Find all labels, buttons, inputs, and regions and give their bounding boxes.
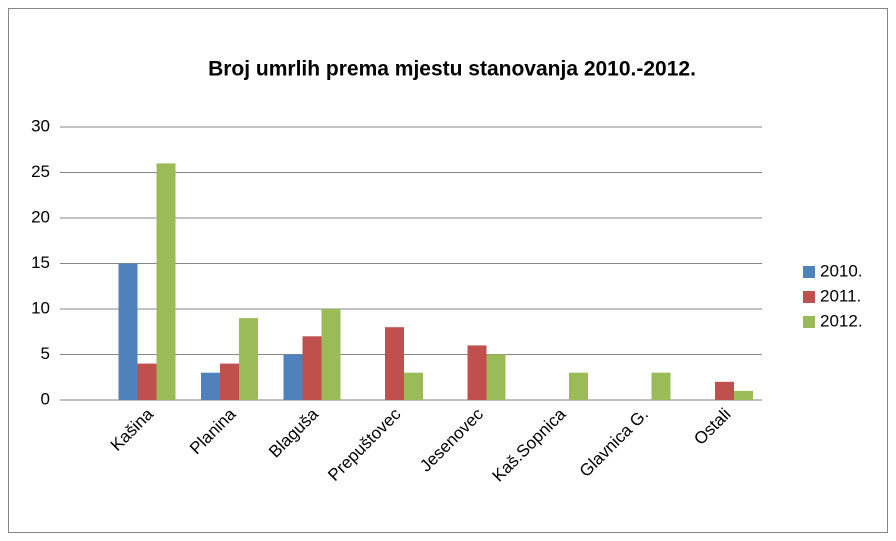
bar	[283, 354, 303, 400]
bar	[156, 163, 176, 400]
bar	[404, 372, 423, 400]
bar	[385, 327, 404, 400]
y-tick-label: 15	[31, 253, 50, 272]
bar	[569, 372, 588, 400]
legend-label: 2012.	[820, 311, 863, 330]
bar	[651, 372, 671, 400]
bar	[201, 372, 220, 400]
bar	[321, 309, 341, 400]
legend-swatch	[803, 266, 815, 278]
chart-border	[8, 8, 888, 533]
bar	[734, 390, 753, 400]
y-tick-label: 0	[41, 389, 50, 408]
y-tick-label: 10	[31, 298, 50, 317]
y-tick-label: 5	[41, 344, 50, 363]
bar	[486, 354, 506, 400]
legend-swatch	[803, 291, 815, 303]
bar	[467, 345, 487, 400]
bar	[137, 363, 157, 400]
chart-title: Broj umrlih prema mjestu stanovanja 2010…	[208, 58, 696, 81]
y-tick-label: 25	[31, 162, 50, 181]
legend-label: 2011.	[820, 286, 861, 305]
legend-swatch	[803, 316, 815, 328]
bar	[302, 336, 322, 400]
bar	[715, 381, 734, 400]
bar	[220, 363, 239, 400]
bar	[118, 263, 138, 400]
y-tick-label: 30	[31, 116, 50, 135]
y-tick-label: 20	[31, 207, 50, 226]
bar	[239, 318, 258, 400]
legend-label: 2010.	[820, 261, 863, 280]
